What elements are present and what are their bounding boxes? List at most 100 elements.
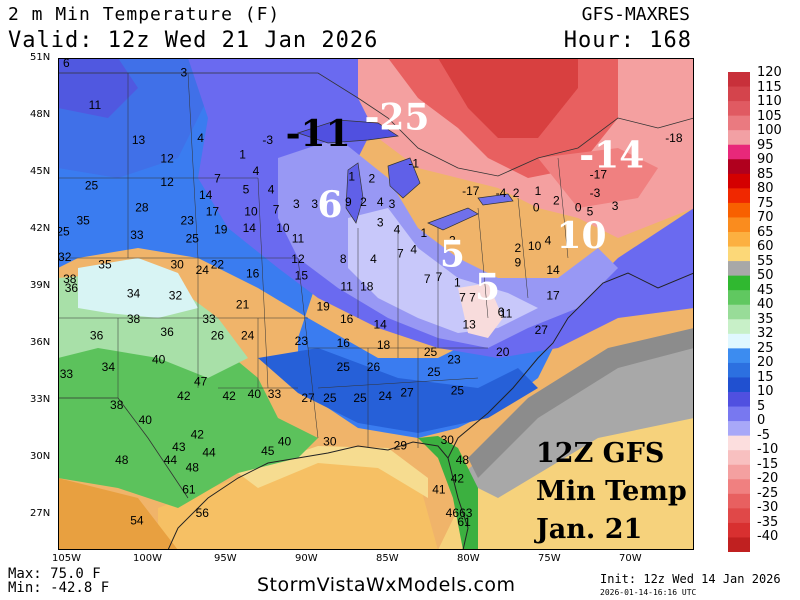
legend-swatch — [728, 464, 750, 480]
station-value: 42 — [222, 389, 236, 403]
legend-swatch — [728, 392, 750, 408]
station-value: 7 — [214, 171, 221, 185]
station-value: 32 — [58, 250, 72, 264]
station-value: 3 — [181, 65, 188, 79]
station-value: 4 — [545, 234, 552, 248]
legend-label: 120 — [757, 65, 782, 80]
land-cyan — [78, 258, 198, 318]
station-value: 42 — [191, 427, 205, 441]
legend-swatch — [728, 232, 750, 248]
lat-label: 42N — [30, 223, 51, 234]
station-value: 40 — [248, 387, 262, 401]
station-value: 3 — [612, 199, 619, 213]
legend-swatch — [728, 275, 750, 291]
highlight-value: 5 — [475, 266, 500, 308]
legend-label: -20 — [757, 471, 779, 486]
legend-label: 50 — [757, 268, 774, 283]
station-value: 25 — [58, 224, 70, 238]
station-value: 33 — [268, 387, 282, 401]
station-value: 9 — [345, 195, 352, 209]
station-value: 11 — [292, 232, 305, 246]
init-time: Init: 12z Wed 14 Jan 2026 — [600, 572, 781, 586]
lon-label: 80W — [457, 553, 480, 564]
station-value: 25 — [451, 384, 465, 398]
station-value: 1 — [348, 170, 355, 184]
station-value: 38 — [110, 398, 124, 412]
station-value: 11 — [500, 307, 513, 321]
legend-swatch — [728, 406, 750, 422]
station-value: 2 — [514, 241, 521, 255]
legend-swatch — [728, 144, 750, 160]
station-value: 16 — [340, 312, 354, 326]
legend-label: 90 — [757, 152, 774, 167]
station-value: 18 — [377, 338, 391, 352]
legend-label: 40 — [757, 297, 774, 312]
legend-swatch — [728, 290, 750, 306]
lon-label: 75W — [538, 553, 561, 564]
station-value: 11 — [89, 98, 102, 112]
station-value: 7 — [459, 290, 466, 304]
legend-swatch — [728, 261, 750, 277]
station-value: 2 — [360, 195, 367, 209]
station-value: -17 — [462, 184, 480, 198]
station-value: 36 — [160, 325, 174, 339]
station-value: 7 — [424, 272, 431, 286]
lat-label: 33N — [30, 394, 51, 405]
generated-timestamp: 2026-01-14-16:16 UTC — [600, 588, 697, 597]
station-value: 33 — [130, 228, 144, 242]
legend-label: 15 — [757, 369, 774, 385]
station-value: 3 — [311, 197, 318, 211]
station-value: 3 — [293, 197, 300, 211]
station-value: 34 — [102, 360, 116, 374]
legend-swatch — [728, 159, 750, 175]
legend-label: 20 — [757, 355, 774, 370]
legend-swatch — [728, 188, 750, 204]
legend-swatch — [728, 493, 750, 509]
station-value: 19 — [214, 223, 228, 237]
station-value: 6 — [498, 305, 505, 319]
station-value: 35 — [98, 257, 112, 271]
station-value: 25 — [186, 232, 200, 246]
station-value: 2 — [553, 193, 560, 207]
station-value: 1 — [239, 148, 246, 162]
land-green — [58, 318, 318, 508]
map-title: 2 m Min Temperature (F) — [8, 4, 281, 25]
lake-ontario — [477, 193, 514, 206]
station-value: 16 — [337, 336, 351, 350]
station-value: 29 — [394, 438, 408, 452]
station-value: 42 — [177, 389, 191, 403]
appalachian-pink — [458, 283, 503, 338]
station-value: 12 — [160, 151, 174, 165]
legend-label: -35 — [757, 514, 779, 530]
station-value: 30 — [323, 435, 337, 449]
station-value: 48 — [186, 460, 200, 474]
legend-label: 25 — [757, 340, 774, 356]
station-value: 10 — [276, 221, 290, 235]
legend-swatch — [728, 435, 750, 451]
station-value: 27 — [535, 323, 549, 337]
station-value: -3 — [262, 133, 273, 147]
station-value: 38 — [63, 272, 77, 286]
legend-swatch — [728, 479, 750, 495]
station-value: 41 — [432, 482, 446, 496]
station-value: 24 — [241, 329, 255, 343]
station-value: 23 — [295, 334, 309, 348]
highlight-value: -25 — [364, 96, 429, 138]
coastline — [167, 272, 694, 550]
station-value: 45 — [261, 444, 275, 458]
station-value: 33 — [202, 312, 216, 326]
station-value: 14 — [199, 188, 213, 202]
station-value: 25 — [85, 179, 99, 193]
station-value: 43 — [172, 440, 186, 454]
station-value: -4 — [496, 186, 507, 200]
station-value: 1 — [535, 184, 542, 198]
legend-label: 5 — [757, 398, 766, 414]
lon-label: 70W — [619, 553, 642, 564]
station-value: 36 — [90, 329, 104, 343]
station-value: 40 — [139, 413, 153, 427]
station-value: 20 — [496, 345, 510, 359]
station-value: 32 — [169, 288, 183, 302]
lon-label: 95W — [214, 553, 237, 564]
station-value: 25 — [353, 391, 367, 405]
